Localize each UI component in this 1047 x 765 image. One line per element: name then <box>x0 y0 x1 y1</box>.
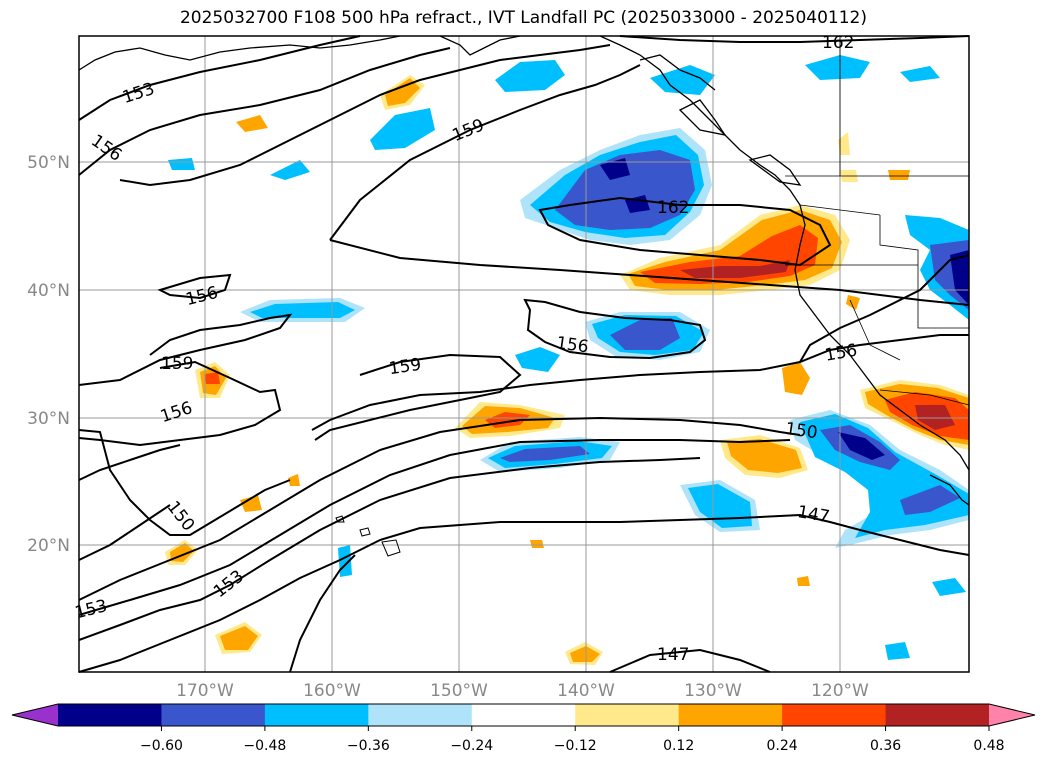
shading-positive <box>165 75 969 665</box>
contours <box>78 35 970 673</box>
colorbar-segment <box>782 704 887 726</box>
colorbar-tick-label: −0.36 <box>347 738 390 754</box>
colorbar-tick-label: −0.60 <box>140 738 183 754</box>
colorbar-segment <box>161 704 266 726</box>
colorbar: −0.60 −0.48 −0.36 −0.24 −0.12 0.12 0.24 0.36 0.4… <box>11 703 1036 754</box>
contour-label: 159 <box>388 355 423 379</box>
contour-label: 147 <box>657 645 689 665</box>
colorbar-tick-label: −0.48 <box>243 738 286 754</box>
contour-label: 156 <box>555 333 590 357</box>
lon-label: 120°W <box>811 681 869 701</box>
graticule <box>79 36 969 672</box>
map-title: 2025032700 F108 500 hPa refract., IVT La… <box>179 8 867 28</box>
lat-labels: 50°N 40°N 30°N 20°N <box>27 153 70 556</box>
colorbar-tick-label: 0.48 <box>973 738 1004 754</box>
lat-label: 40°N <box>27 281 70 301</box>
lat-label: 30°N <box>27 409 70 429</box>
contour-label: 162 <box>657 198 689 218</box>
lon-label: 150°W <box>430 681 488 701</box>
colorbar-segment <box>58 704 162 726</box>
colorbar-segment <box>264 704 369 726</box>
colorbar-extend-low <box>12 704 58 726</box>
contour-label: 159 <box>161 354 193 374</box>
borders <box>785 36 970 406</box>
colorbar-extend-high <box>989 704 1035 726</box>
colorbar-segment <box>678 704 783 726</box>
lat-label: 50°N <box>27 153 70 173</box>
colorbar-tick-label: 0.24 <box>767 738 798 754</box>
colorbar-tick-label: −0.12 <box>554 738 597 754</box>
lat-label: 20°N <box>27 536 70 556</box>
lon-labels: 170°W 160°W 150°W 140°W 130°W 120°W <box>176 681 869 701</box>
lon-label: 140°W <box>557 681 615 701</box>
lon-label: 160°W <box>303 681 361 701</box>
coastlines <box>78 35 970 506</box>
colorbar-tick-label: 0.12 <box>663 738 694 754</box>
contour-label: 150 <box>784 419 819 443</box>
colorbar-segment <box>885 704 990 726</box>
colorbar-tick-label: 0.36 <box>870 738 901 754</box>
colorbar-segment <box>575 704 680 726</box>
lon-label: 130°W <box>684 681 742 701</box>
lon-label: 170°W <box>176 681 234 701</box>
colorbar-segment <box>368 704 473 726</box>
colorbar-segment <box>471 704 576 726</box>
map-frame <box>78 35 970 673</box>
colorbar-tick-label: −0.24 <box>450 738 493 754</box>
contour-label: 162 <box>822 33 854 53</box>
